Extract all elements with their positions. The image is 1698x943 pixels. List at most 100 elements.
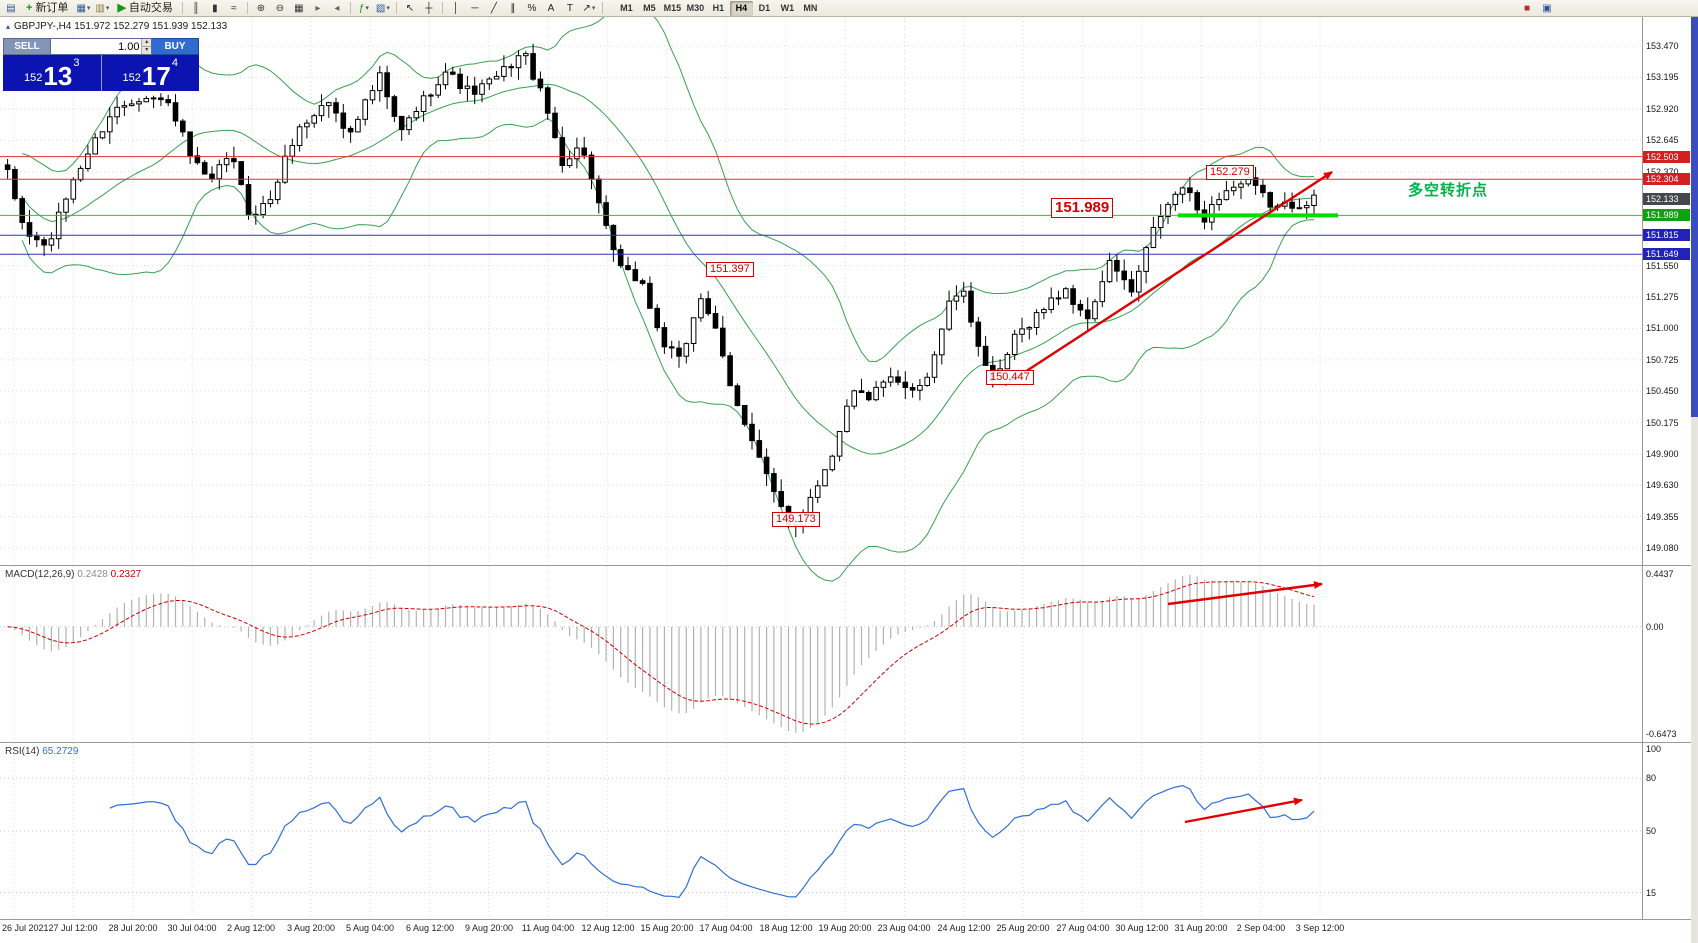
time-axis-separator (0, 919, 1698, 920)
time-axis-label: 19 Aug 20:00 (818, 923, 872, 933)
macd-axis-min: -0.6473 (1646, 729, 1677, 739)
scrollbar-thumb[interactable] (1691, 17, 1698, 417)
price-annotation[interactable]: 149.173 (772, 512, 820, 527)
volume-increase-button[interactable]: ▴ (141, 39, 151, 47)
new-chart-icon[interactable]: ▤ (6, 2, 16, 14)
sell-price-prefix: 152 (24, 72, 43, 84)
time-axis-label: 3 Aug 20:00 (286, 923, 336, 933)
quote-prices: 152 13 3 152 17 4 (3, 55, 199, 91)
rsi-axis-label: 80 (1646, 773, 1657, 783)
symbol-ohlc-text: GBPJPY-,H4 151.972 152.279 151.939 152.1… (14, 21, 228, 32)
price-annotation[interactable]: 151.397 (706, 262, 754, 277)
sell-button[interactable]: SELL (3, 38, 50, 55)
main-toolbar: ▤ + 新订单 ▦ ▾ ▥ ▾ ▶ 自动交易 ║ ▮ ≈ ⊕ ⊖ ▦ ▸ ◂ ƒ ▾ ▧ ▾ ↖ ┼ │ ─ ╱ ∥% A T ↗ ▾ M1 M… (0, 0, 1698, 17)
volume-input[interactable] (51, 39, 142, 54)
macd-value-signal: 0.2327 (110, 569, 142, 580)
timeframe-m30-button[interactable]: M30 (686, 2, 705, 13)
price-axis-label: 149.080 (1646, 543, 1679, 553)
rsi-name: RSI(14) (5, 746, 40, 757)
autotrading-button[interactable]: ▶ 自动交易 (117, 1, 173, 14)
horizontal-level-lines (0, 156, 1642, 255)
buy-price-sup: 4 (171, 57, 178, 69)
buy-button[interactable]: BUY (152, 38, 199, 55)
chart-shift-icon[interactable]: ◂ (334, 2, 340, 14)
timeframe-d1-button[interactable]: D1 (758, 2, 771, 13)
time-axis-label: 15 Aug 20:00 (640, 923, 694, 933)
timeframe-h1-button[interactable]: H1 (712, 2, 725, 13)
price-axis-label: 149.900 (1646, 449, 1679, 459)
time-axis-label: 5 Aug 04:00 (345, 923, 395, 933)
volume-decrease-button[interactable]: ▾ (141, 47, 151, 54)
zoom-in-icon[interactable]: ⊕ (256, 2, 266, 14)
time-axis-label: 6 Aug 12:00 (405, 923, 455, 933)
text-label-icon[interactable]: T (566, 2, 573, 14)
price-annotation[interactable]: 151.989 (1051, 198, 1114, 218)
buy-price-prefix: 152 (122, 72, 141, 84)
macd-axis-max: 0.4437 (1646, 569, 1674, 579)
price-axis-label: 150.725 (1646, 355, 1679, 365)
time-axis-label: 17 Aug 04:00 (699, 923, 753, 933)
panel-separator[interactable] (0, 742, 1698, 743)
mailbox-icon[interactable]: ▣ (1542, 2, 1552, 14)
timeframe-mn-button[interactable]: MN (803, 2, 818, 13)
buy-price[interactable]: 152 17 4 (100, 55, 200, 91)
vertical-scrollbar[interactable] (1691, 17, 1698, 943)
bar-chart-icon[interactable]: ║ (192, 2, 200, 14)
zoom-out-icon[interactable]: ⊖ (275, 2, 285, 14)
candlestick-chart-icon[interactable]: ▮ (212, 2, 218, 14)
arrows-icon[interactable]: ↗ ▾ (582, 2, 596, 14)
sell-price-big: 13 (43, 61, 73, 91)
timeframe-h4-button[interactable]: H4 (729, 0, 753, 16)
bollinger-bands (21, 0, 1315, 582)
trendline-icon[interactable]: ╱ (490, 2, 497, 14)
profile-icon[interactable]: ▥ ▾ (95, 2, 110, 14)
cursor-icon[interactable]: ↖ (405, 2, 415, 14)
price-axis-label: 151.000 (1646, 323, 1679, 333)
sell-price[interactable]: 152 13 3 (3, 55, 101, 91)
equidistant-channel-icon[interactable]: ∥ (510, 2, 516, 14)
tile-windows-icon[interactable]: ▦ (294, 2, 304, 14)
vertical-line-icon[interactable]: │ (452, 2, 460, 14)
timeframe-bar: M1 M5 M15 M30 H1 H4 D1 W1 MN (615, 0, 822, 16)
time-axis-label: 12 Aug 12:00 (581, 923, 635, 933)
toolbar-separator (601, 2, 603, 14)
toolbar-separator (395, 2, 397, 14)
price-axis-label: 153.470 (1646, 41, 1679, 51)
time-axis-label: 11 Aug 04:00 (521, 923, 575, 933)
text-icon[interactable]: A (547, 2, 555, 14)
volume-spinner: ▴ ▾ (141, 39, 151, 54)
fibonacci-icon[interactable]: % (527, 2, 537, 14)
trend-note-text[interactable]: 多空转折点 (1408, 182, 1489, 199)
time-axis-label: 2 Sep 04:00 (1236, 923, 1286, 933)
auto-scroll-icon[interactable]: ▸ (315, 2, 321, 14)
panel-separator[interactable] (0, 565, 1698, 566)
crosshair-icon[interactable]: ┼ (425, 2, 433, 14)
time-axis-label: 24 Aug 12:00 (937, 923, 991, 933)
time-axis-label: 23 Aug 04:00 (877, 923, 931, 933)
timeframe-m5-button[interactable]: M5 (643, 2, 656, 13)
trend-arrows (1004, 170, 1333, 824)
price-axis-flag-152.133: 152.133 (1643, 193, 1690, 205)
new-order-button[interactable]: + 新订单 (26, 1, 69, 14)
indicators-icon[interactable]: ƒ ▾ (358, 2, 369, 14)
chart-symbol-header: ▴ GBPJPY-,H4 151.972 152.279 151.939 152… (6, 21, 227, 32)
rsi-axis-label: 50 (1646, 826, 1657, 836)
line-chart-icon[interactable]: ≈ (231, 2, 237, 14)
timeframe-w1-button[interactable]: W1 (780, 2, 795, 13)
news-icon[interactable]: ■ (1523, 2, 1531, 14)
volume-field: ▴ ▾ (50, 38, 152, 55)
time-axis-label: 28 Jul 20:00 (108, 923, 158, 933)
time-axis-label: 30 Jul 04:00 (167, 923, 217, 933)
price-annotation[interactable]: 152.279 (1206, 165, 1254, 180)
toolbar-separator (246, 2, 248, 14)
price-axis-flag-152.503: 152.503 (1643, 151, 1690, 163)
price-annotation[interactable]: 150.447 (986, 370, 1034, 385)
horizontal-line-icon[interactable]: ─ (471, 2, 479, 14)
templates-icon[interactable]: ▧ ▾ (375, 2, 390, 14)
timeframe-m15-button[interactable]: M15 (663, 2, 682, 13)
timeframe-m1-button[interactable]: M1 (620, 2, 633, 13)
chart-window-icon[interactable]: ▦ ▾ (76, 2, 91, 14)
macd-indicator (0, 575, 1642, 733)
